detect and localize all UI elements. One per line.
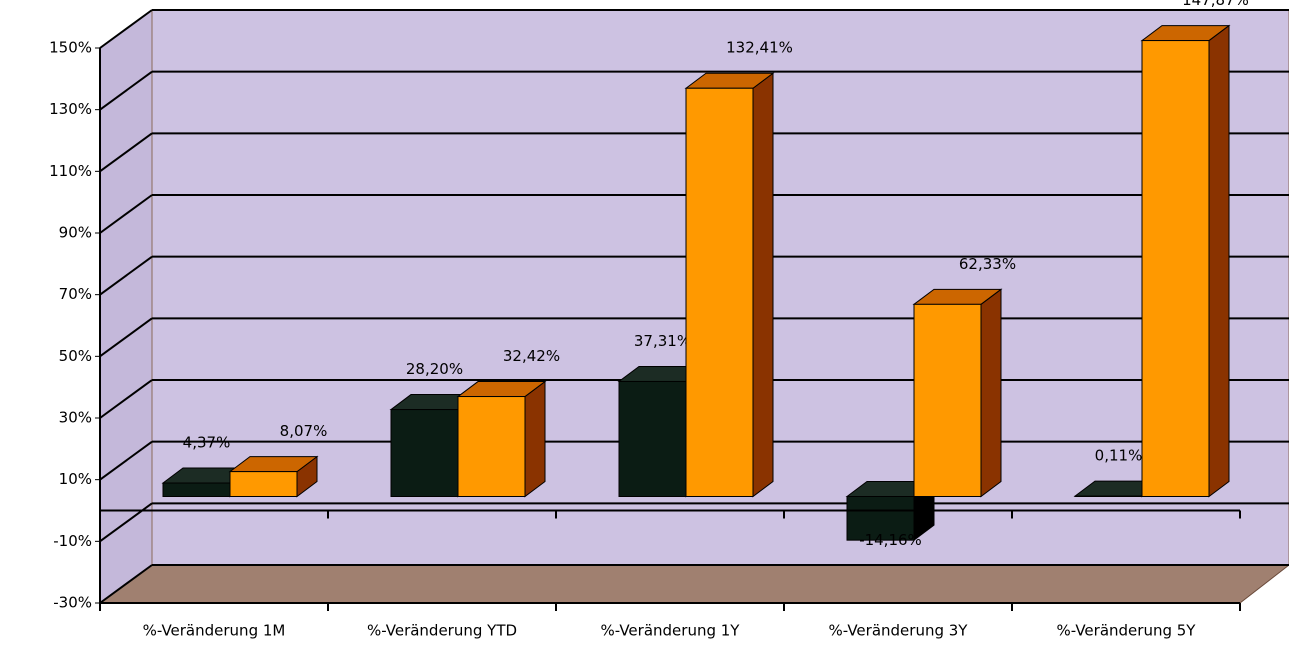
- bar-face: [1208, 24, 1230, 498]
- grid-side: [99, 379, 153, 419]
- value-label: 62,33%: [959, 255, 1016, 273]
- y-tick-label: 10%: [59, 470, 92, 488]
- bar-face: [457, 396, 526, 497]
- side-wall: [99, 9, 153, 604]
- grid-side: [99, 194, 153, 234]
- y-tick-label: -30%: [53, 594, 92, 612]
- bar: [684, 72, 775, 498]
- value-label: 147,87%: [1182, 0, 1249, 9]
- value-label: 37,31%: [634, 332, 691, 350]
- bar-face: [752, 72, 774, 498]
- x-tick-label: %-Veränderung 1M: [143, 622, 286, 640]
- value-label: 0,11%: [1095, 447, 1143, 465]
- grid-side: [99, 564, 153, 604]
- bar: [912, 288, 1003, 498]
- bar-face: [524, 380, 546, 498]
- y-tick-label: 30%: [59, 409, 92, 427]
- x-tick-label: %-Veränderung 1Y: [601, 622, 741, 640]
- bar-face: [980, 288, 1002, 498]
- grid-side: [99, 70, 153, 111]
- y-tick-label: 70%: [59, 285, 92, 303]
- value-label: 132,41%: [726, 39, 793, 57]
- bar: [228, 455, 319, 498]
- y-tick-label: 50%: [59, 347, 92, 365]
- floor: [98, 564, 1289, 604]
- bar: [1140, 24, 1231, 498]
- x-tick-label: %-Veränderung YTD: [367, 622, 517, 640]
- x-tick-label: %-Veränderung 5Y: [1057, 622, 1197, 640]
- grid-side: [99, 255, 153, 296]
- x-tick-label: %-Veränderung 3Y: [829, 622, 969, 640]
- bar-face: [913, 303, 982, 497]
- y-tick-label: -10%: [53, 532, 92, 550]
- y-tick-label: 150%: [49, 39, 92, 57]
- y-tick-label: 110%: [49, 162, 92, 180]
- bar-face: [1141, 40, 1210, 497]
- y-tick-label: 90%: [59, 224, 92, 242]
- value-label: 28,20%: [406, 360, 463, 378]
- bar-face: [390, 409, 459, 497]
- grid-side: [99, 132, 153, 173]
- value-label: 32,42%: [503, 347, 560, 365]
- bar-face: [685, 87, 754, 497]
- value-label: 4,37%: [183, 434, 231, 452]
- bar-face: [618, 380, 687, 498]
- bar: [456, 380, 547, 498]
- grid-side: [99, 9, 153, 49]
- value-label: 8,07%: [280, 422, 328, 440]
- value-label: -14,16%: [859, 531, 922, 549]
- grid-side: [99, 317, 153, 358]
- grid-side: [99, 440, 153, 481]
- bar-face: [162, 482, 231, 498]
- y-tick-label: 130%: [49, 100, 92, 118]
- bar-face: [229, 471, 298, 497]
- bar-face: [846, 496, 915, 541]
